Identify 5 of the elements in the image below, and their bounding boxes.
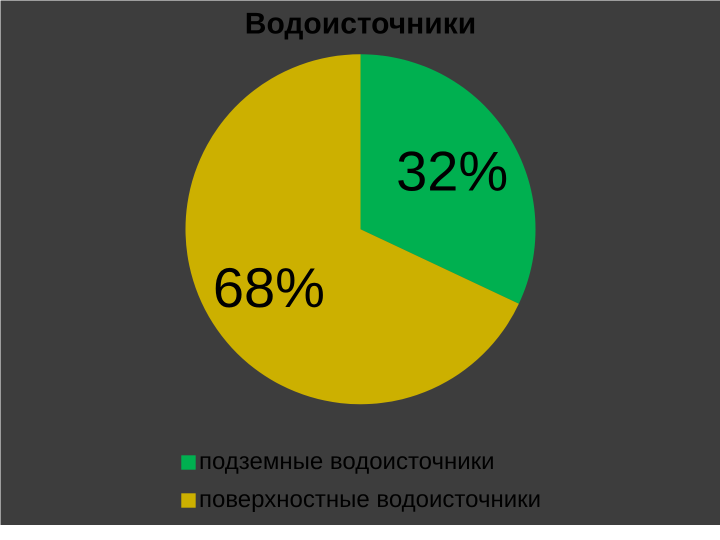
legend-label: подземные водоисточники	[198, 448, 495, 476]
data-label: 68%	[212, 256, 325, 319]
data-label: 32%	[396, 140, 508, 203]
chart-title: Водоисточники	[244, 8, 476, 40]
legend-label: поверхностные водоисточники	[198, 486, 542, 514]
